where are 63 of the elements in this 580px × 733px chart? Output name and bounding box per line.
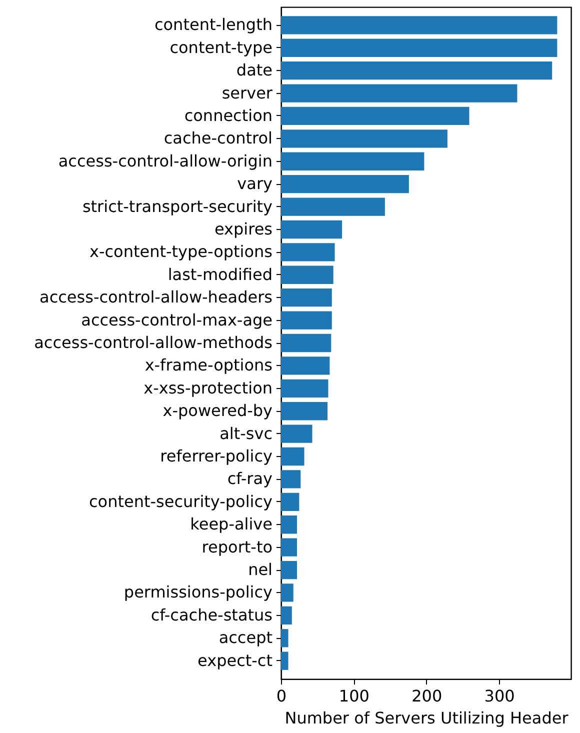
- bar: [281, 560, 297, 580]
- bar: [281, 402, 328, 420]
- y-tick-label: last-modified: [168, 264, 272, 284]
- bar: [281, 266, 334, 284]
- y-tick-label: access-control-max-age: [81, 310, 272, 330]
- bar: [281, 652, 288, 670]
- bar: [281, 584, 294, 602]
- x-axis-title: Number of Servers Utilizing Header: [284, 708, 569, 728]
- y-tick-label: nel: [248, 560, 272, 580]
- bar: [281, 38, 558, 57]
- bar: [281, 130, 448, 148]
- y-tick-label: content-security-policy: [88, 492, 272, 511]
- y-tick-label: accept: [218, 628, 272, 648]
- bar: [281, 288, 332, 307]
- x-tick-label: 200: [412, 686, 442, 706]
- y-tick-label: connection: [184, 106, 272, 125]
- y-tick-label: server: [222, 83, 273, 102]
- y-tick-label: cache-control: [164, 128, 272, 148]
- bar: [281, 516, 297, 534]
- y-tick-label: vary: [237, 174, 272, 194]
- y-tick-label: keep-alive: [190, 514, 272, 534]
- bar: [281, 311, 332, 330]
- y-tick-label: access-control-allow-origin: [58, 151, 272, 170]
- x-tick-label: 300: [484, 686, 515, 706]
- bar: [281, 334, 332, 352]
- y-tick-label: alt-svc: [220, 424, 272, 443]
- y-tick-label: expect-ct: [198, 650, 272, 670]
- x-tick-label: 0: [276, 686, 287, 706]
- bar: [281, 629, 288, 648]
- bar: [281, 356, 330, 375]
- y-tick-label: content-type: [170, 38, 272, 57]
- bar: [281, 106, 470, 126]
- y-tick-label: referrer-policy: [160, 446, 272, 466]
- bar: [281, 606, 292, 625]
- y-tick-label: expires: [214, 219, 272, 238]
- bar: [281, 220, 342, 239]
- bar: [281, 243, 335, 262]
- bar: [281, 492, 300, 511]
- y-tick-label: date: [236, 60, 272, 80]
- bar: [281, 84, 518, 102]
- y-tick-label: report-to: [202, 537, 272, 556]
- y-tick-label: access-control-allow-headers: [40, 288, 272, 307]
- bar: [281, 198, 385, 216]
- bar: [281, 424, 312, 443]
- y-tick-label: content-length: [154, 15, 272, 34]
- y-tick-label: x-frame-options: [144, 356, 272, 375]
- bar: [281, 538, 297, 556]
- bar: [281, 447, 304, 466]
- bar: [281, 61, 552, 80]
- y-tick-label: strict-transport-security: [82, 196, 272, 216]
- y-tick-label: x-xss-protection: [144, 378, 272, 398]
- y-tick-label: x-content-type-options: [89, 242, 272, 262]
- y-tick-label: cf-ray: [227, 469, 272, 488]
- y-tick-label: cf-cache-status: [150, 605, 272, 624]
- bar: [281, 175, 409, 194]
- bar: [281, 379, 328, 398]
- y-tick-label: permissions-policy: [124, 582, 272, 602]
- bar: [281, 16, 558, 34]
- bar: [281, 470, 301, 488]
- bar: [281, 152, 424, 170]
- y-tick-label: access-control-allow-methods: [34, 333, 272, 352]
- y-tick-label: x-powered-by: [162, 401, 272, 420]
- x-tick-label: 100: [338, 686, 370, 706]
